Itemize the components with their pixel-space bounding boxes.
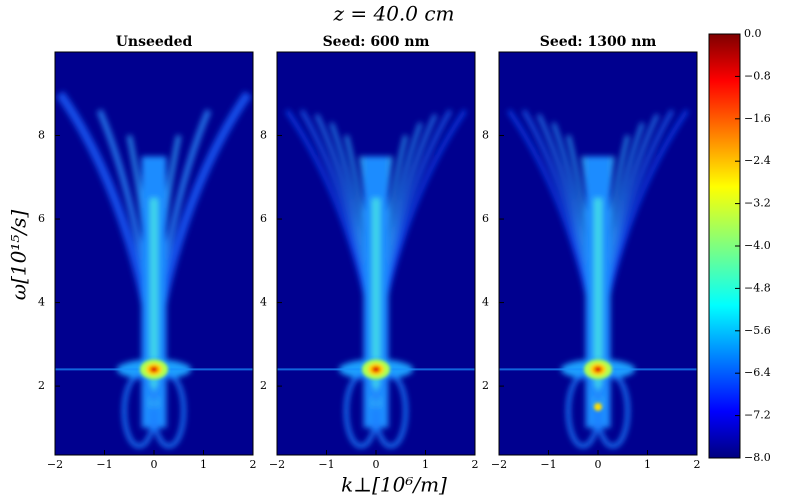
colorbar-tick-label: −5.6 xyxy=(744,324,771,337)
heatmap-hotspot xyxy=(150,366,158,373)
x-tick-label: 1 xyxy=(422,458,429,471)
x-axis-label: k⊥[10⁶/m] xyxy=(341,473,447,497)
y-axis-label: ω[10¹⁵/s] xyxy=(7,210,31,301)
x-tick-label: 2 xyxy=(250,458,257,471)
colorbar-tick-label: −3.2 xyxy=(744,197,771,210)
heatmap-hot xyxy=(140,359,168,380)
y-tick-label: 8 xyxy=(260,129,267,142)
x-tick-label: 0 xyxy=(373,458,380,471)
heatmap-hotspot xyxy=(594,402,602,411)
heatmap-core xyxy=(594,198,602,407)
heatmap-image xyxy=(55,91,253,449)
colorbar-tick-label: −4.8 xyxy=(744,281,771,294)
y-tick-label: 6 xyxy=(38,212,45,225)
y-tick-label: 2 xyxy=(38,379,45,392)
x-tick-label: −2 xyxy=(47,458,63,471)
x-tick-label: 2 xyxy=(472,458,479,471)
x-tick-label: 1 xyxy=(200,458,207,471)
x-tick-label: −1 xyxy=(96,458,112,471)
heatmap-hot xyxy=(584,359,612,411)
heatmap-hot xyxy=(362,359,390,380)
y-tick-label: 2 xyxy=(260,379,267,392)
colorbar-tick-label: −1.6 xyxy=(744,112,771,125)
colorbar-tick-label: −8.0 xyxy=(744,451,771,464)
x-tick-label: −1 xyxy=(318,458,334,471)
x-tick-label: 2 xyxy=(694,458,701,471)
panel-title: Unseeded xyxy=(116,34,193,50)
heatmap-hotspot xyxy=(594,366,602,373)
x-tick-label: −1 xyxy=(540,458,556,471)
y-tick-label: 6 xyxy=(482,212,489,225)
heatmap-glow xyxy=(507,109,689,449)
x-tick-label: −2 xyxy=(269,458,285,471)
panel-title: Seed: 600 nm xyxy=(323,34,430,50)
x-tick-label: 1 xyxy=(644,458,651,471)
heatmap-core xyxy=(372,198,380,407)
colorbar-tick-label: −2.4 xyxy=(744,154,771,167)
y-tick-label: 4 xyxy=(38,296,45,309)
heatmap-glow xyxy=(285,109,467,449)
colorbar xyxy=(708,33,741,459)
x-tick-label: 0 xyxy=(595,458,602,471)
colorbar-tick-label: −7.2 xyxy=(744,409,771,422)
heatmap-core xyxy=(150,198,158,407)
colorbar-tick-label: −0.8 xyxy=(744,69,771,82)
heatmap-hotspot xyxy=(372,366,380,373)
y-tick-label: 6 xyxy=(260,212,267,225)
y-tick-label: 4 xyxy=(260,296,267,309)
x-tick-label: 0 xyxy=(151,458,158,471)
figure-title: z = 40.0 cm xyxy=(332,2,454,26)
heatmap-image xyxy=(499,109,697,449)
heatmap-image xyxy=(277,109,475,449)
y-tick-label: 8 xyxy=(38,129,45,142)
heatmap-lobe xyxy=(152,374,186,449)
heatmap-lobe xyxy=(374,374,408,449)
colorbar-tick-label: −4.0 xyxy=(744,239,771,252)
colorbar-tick-label: 0.0 xyxy=(744,27,762,40)
x-tick-label: −2 xyxy=(491,458,507,471)
colorbar-tick-label: −6.4 xyxy=(744,366,771,379)
heatmap-lobe xyxy=(596,374,630,449)
y-tick-label: 4 xyxy=(482,296,489,309)
y-tick-label: 2 xyxy=(482,379,489,392)
y-tick-label: 8 xyxy=(482,129,489,142)
panel-title: Seed: 1300 nm xyxy=(540,34,657,50)
